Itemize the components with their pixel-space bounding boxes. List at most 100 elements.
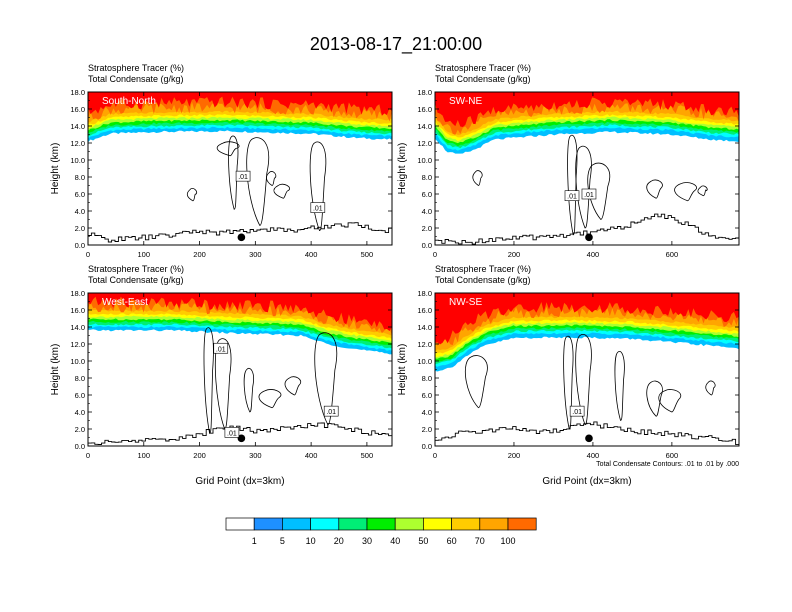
condensate-contour	[563, 335, 574, 430]
y-tick-label: 0.0	[75, 241, 85, 250]
colorbar-swatch	[310, 517, 340, 531]
colorbar-swatch	[423, 517, 452, 531]
contour-label: .01	[213, 342, 229, 354]
y-tick-label: 16.0	[417, 306, 432, 315]
x-tick-label: 200	[193, 451, 206, 460]
y-tick-label: 10.0	[70, 156, 85, 165]
contour-label-box	[323, 405, 339, 417]
condensate-contour	[284, 376, 302, 396]
contour-label-text: .01	[584, 192, 594, 199]
panel-location-label: SW-NE	[449, 96, 482, 107]
contour-label-text: .01	[216, 346, 226, 353]
plot-area	[435, 92, 739, 245]
x-tick-label: 0	[86, 250, 90, 259]
y-tick-label: 16.0	[417, 105, 432, 114]
colorbar-swatch	[394, 517, 424, 531]
x-tick-label: 0	[433, 250, 437, 259]
y-axis-label: Height (km)	[50, 143, 61, 195]
panel-nw-se: Stratosphere Tracer (%) Total Condensate…	[397, 264, 740, 487]
contour-label-box	[213, 342, 229, 354]
y-tick-label: 2.0	[75, 425, 85, 434]
y-tick-label: 6.0	[422, 190, 432, 199]
x-tick-label: 600	[666, 451, 679, 460]
x-tick-label: 100	[138, 451, 151, 460]
contour-label: .01	[569, 405, 585, 417]
panel-west-east: Stratosphere Tracer (%) Total Condensate…	[50, 264, 393, 487]
colorbar-swatch	[366, 517, 396, 531]
y-tick-label: 16.0	[70, 105, 85, 114]
figure-title: 2013-08-17_21:00:00	[310, 34, 482, 55]
y-tick-label: 12.0	[70, 340, 85, 349]
panel-field-label: Stratosphere Tracer (%)	[88, 264, 184, 274]
y-tick-label: 8.0	[75, 173, 85, 182]
y-tick-label: 18.0	[70, 289, 85, 298]
colorbar-label: 10	[306, 536, 316, 546]
plot-area	[88, 293, 392, 446]
panel-overlay-label: Total Condensate (g/kg)	[88, 74, 184, 84]
y-tick-label: 4.0	[422, 408, 432, 417]
contour-label-text: .01	[572, 409, 582, 416]
contour-label-box	[224, 427, 240, 438]
contour-label-text: .01	[326, 409, 336, 416]
condensate-contour	[203, 327, 214, 434]
y-tick-label: 6.0	[75, 391, 85, 400]
panel-sw-ne: Stratosphere Tracer (%) Total Condensate…	[397, 63, 740, 259]
x-tick-label: 0	[86, 451, 90, 460]
colorbar-label: 20	[334, 536, 344, 546]
x-tick-label: 500	[361, 451, 374, 460]
contour-label: .01	[581, 188, 597, 200]
location-marker	[237, 233, 246, 242]
y-tick-label: 14.0	[70, 122, 85, 131]
terrain-line	[88, 222, 392, 243]
condensate-contour	[575, 145, 592, 229]
y-tick-label: 14.0	[417, 122, 432, 131]
panel-field-label: Stratosphere Tracer (%)	[435, 264, 531, 274]
y-tick-label: 12.0	[417, 139, 432, 148]
condensate-contour	[646, 179, 663, 199]
contour-label-text: .01	[238, 174, 248, 181]
y-axis-label: Height (km)	[50, 344, 61, 396]
x-tick-label: 600	[666, 250, 679, 259]
x-axis-label: Grid Point (dx=3km)	[195, 476, 284, 487]
contour-label-text: .01	[227, 430, 237, 437]
y-tick-label: 0.0	[422, 241, 432, 250]
condensate-contour	[567, 134, 578, 236]
y-tick-label: 10.0	[417, 156, 432, 165]
colorbar-swatch	[451, 517, 481, 531]
colorbar-label: 1	[252, 536, 257, 546]
x-tick-label: 200	[508, 451, 521, 460]
x-tick-label: 300	[249, 451, 262, 460]
condensate-contour	[243, 367, 254, 413]
contour-footnote: Total Condensate Contours: .01 to .01 by…	[596, 461, 739, 468]
y-tick-label: 8.0	[422, 374, 432, 383]
y-tick-label: 18.0	[70, 88, 85, 97]
y-tick-label: 0.0	[75, 442, 85, 451]
y-tick-label: 10.0	[417, 357, 432, 366]
plot-area	[435, 293, 739, 446]
plot-area	[88, 92, 392, 245]
contour-label: .01	[235, 170, 251, 182]
colorbar-label: 5	[280, 536, 285, 546]
condensate-contour	[464, 355, 488, 409]
panel-location-label: West-East	[102, 297, 148, 308]
x-tick-label: 400	[305, 250, 318, 259]
contour-label-box	[564, 190, 580, 201]
y-tick-label: 2.0	[422, 224, 432, 233]
condensate-contour	[614, 351, 625, 421]
contour-label-text: .01	[567, 194, 577, 201]
condensate-contour	[216, 141, 240, 157]
contour-label-text: .01	[313, 206, 323, 213]
tracer-band-100	[88, 293, 392, 331]
location-marker	[585, 434, 593, 443]
contour-label-box	[581, 188, 597, 200]
contour-label: .01	[224, 427, 240, 438]
panel-overlay-label: Total Condensate (g/kg)	[435, 74, 531, 84]
colorbar-swatch	[338, 517, 368, 531]
condensate-contour	[472, 170, 483, 186]
panel-overlay-label: Total Condensate (g/kg)	[88, 275, 184, 285]
condensate-contour	[646, 380, 663, 417]
y-tick-label: 18.0	[417, 88, 432, 97]
x-tick-label: 400	[587, 451, 600, 460]
condensate-contour	[273, 183, 290, 199]
